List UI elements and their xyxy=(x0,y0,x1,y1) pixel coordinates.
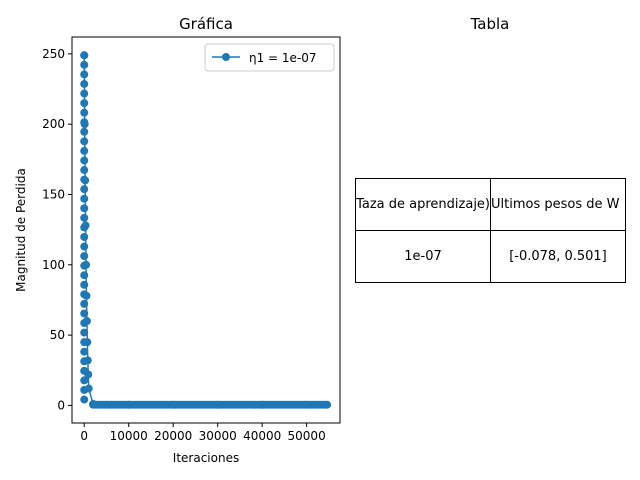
table-cell-learning-rate: 1e-07 xyxy=(355,230,491,283)
data-point xyxy=(80,108,89,117)
results-table: η (Taza de aprendizaje) Ultimos pesos de… xyxy=(355,178,626,283)
data-point xyxy=(83,356,92,365)
data-point xyxy=(80,252,89,261)
table-header-last-weights: Ultimos pesos de W xyxy=(490,178,626,231)
data-point xyxy=(80,232,89,241)
data-point xyxy=(80,156,89,165)
legend: η1 = 1e-07 xyxy=(204,43,335,72)
data-point xyxy=(84,384,93,393)
data-point xyxy=(80,395,89,404)
data-point xyxy=(80,376,89,385)
y-tick-label: 50 xyxy=(50,328,65,342)
data-point xyxy=(80,299,89,308)
data-point xyxy=(80,146,89,155)
data-point xyxy=(82,291,91,300)
data-point xyxy=(82,317,91,326)
table-header-learning-rate-label: η (Taza de aprendizaje) xyxy=(356,197,490,212)
data-point xyxy=(80,89,89,98)
data-point xyxy=(80,309,89,318)
data-point xyxy=(80,60,89,69)
data-point xyxy=(80,280,89,289)
data-point xyxy=(80,137,89,146)
data-point xyxy=(323,400,332,409)
table-header-last-weights-label: Ultimos pesos de W xyxy=(491,197,620,212)
data-point xyxy=(80,79,89,88)
legend-marker-swatch xyxy=(222,53,230,61)
x-axis-label: Iteraciones xyxy=(173,451,239,465)
y-tick-label: 250 xyxy=(42,47,65,61)
data-point xyxy=(80,204,89,213)
table-cell-last-weights: [-0.078, 0.501] xyxy=(490,230,626,283)
x-tick-label: 50000 xyxy=(288,429,326,443)
y-axis-label: Magnitud de Perdida xyxy=(14,168,28,292)
table-header-learning-rate: η (Taza de aprendizaje) xyxy=(355,178,491,231)
x-tick-label: 40000 xyxy=(243,429,281,443)
data-point xyxy=(80,213,89,222)
data-point xyxy=(82,260,91,269)
data-point xyxy=(102,400,111,409)
data-point xyxy=(80,194,89,203)
data-point xyxy=(80,271,89,280)
data-point xyxy=(80,120,89,129)
data-point xyxy=(80,328,89,337)
data-point xyxy=(80,185,89,194)
data-point xyxy=(84,370,93,379)
data-point xyxy=(83,338,92,347)
plot-frame xyxy=(71,36,341,424)
table-title: Tabla xyxy=(470,15,510,33)
data-point xyxy=(213,400,222,409)
legend-box xyxy=(204,43,335,72)
data-point xyxy=(89,400,98,409)
data-point xyxy=(258,400,267,409)
data-point xyxy=(80,99,89,108)
x-tick-label: 30000 xyxy=(199,429,237,443)
data-point xyxy=(302,400,311,409)
y-tick-label: 200 xyxy=(42,117,65,131)
data-point xyxy=(169,400,178,409)
data-point xyxy=(80,166,89,175)
data-point xyxy=(80,51,89,60)
y-tick-label: 0 xyxy=(57,398,65,412)
y-tick-label: 150 xyxy=(42,187,65,201)
chart-title: Gráfica xyxy=(179,15,233,33)
legend-label: η1 = 1e-07 xyxy=(249,51,317,65)
y-tick-label: 100 xyxy=(42,258,65,272)
series-layer xyxy=(80,51,332,409)
x-tick-label: 20000 xyxy=(154,429,192,443)
x-tick-label: 10000 xyxy=(110,429,148,443)
data-point xyxy=(124,400,133,409)
data-point xyxy=(81,176,90,185)
data-point xyxy=(80,70,89,79)
data-point xyxy=(81,221,90,230)
data-point xyxy=(80,127,89,136)
table-cell-learning-rate-value: 1e-07 xyxy=(404,249,442,264)
table-cell-last-weights-value: [-0.078, 0.501] xyxy=(509,249,607,264)
x-tick-label: 0 xyxy=(80,429,88,443)
data-point xyxy=(80,242,89,251)
data-point xyxy=(80,347,89,356)
plot-axes: 0 10000 20000 30000 40000 50000 0 50 100 150 200 25… xyxy=(42,36,341,443)
series-line xyxy=(83,55,328,406)
